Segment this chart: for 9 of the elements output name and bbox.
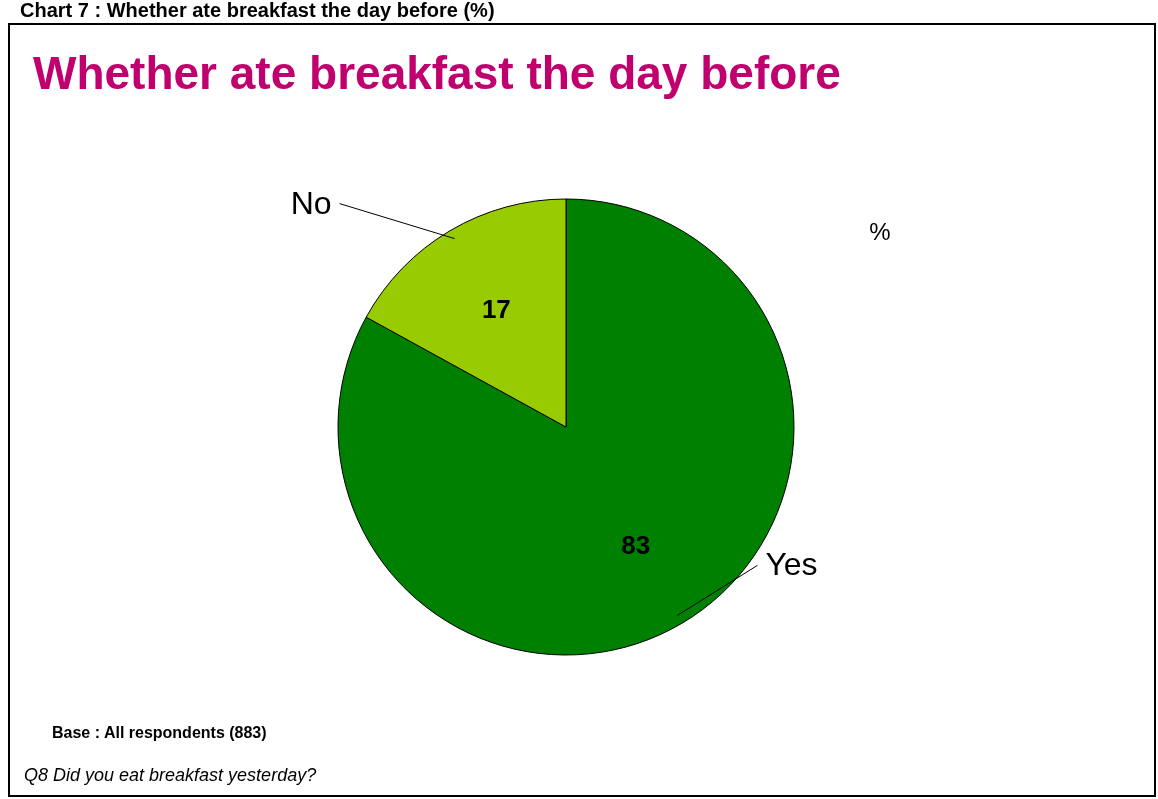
data-label: 17 <box>481 294 511 325</box>
caption: Chart 7 : Whether ate breakfast the day before (%) <box>20 0 495 21</box>
data-label: 83 <box>621 529 651 560</box>
chart-title: Whether ate breakfast the day before <box>33 47 841 99</box>
text: % <box>869 218 891 245</box>
text: Base : All respondents (883) <box>52 724 267 741</box>
slice-label: Yes <box>765 546 818 583</box>
slice-label: No <box>290 184 332 221</box>
text: Q8 Did you eat breakfast yesterday? <box>24 765 317 785</box>
